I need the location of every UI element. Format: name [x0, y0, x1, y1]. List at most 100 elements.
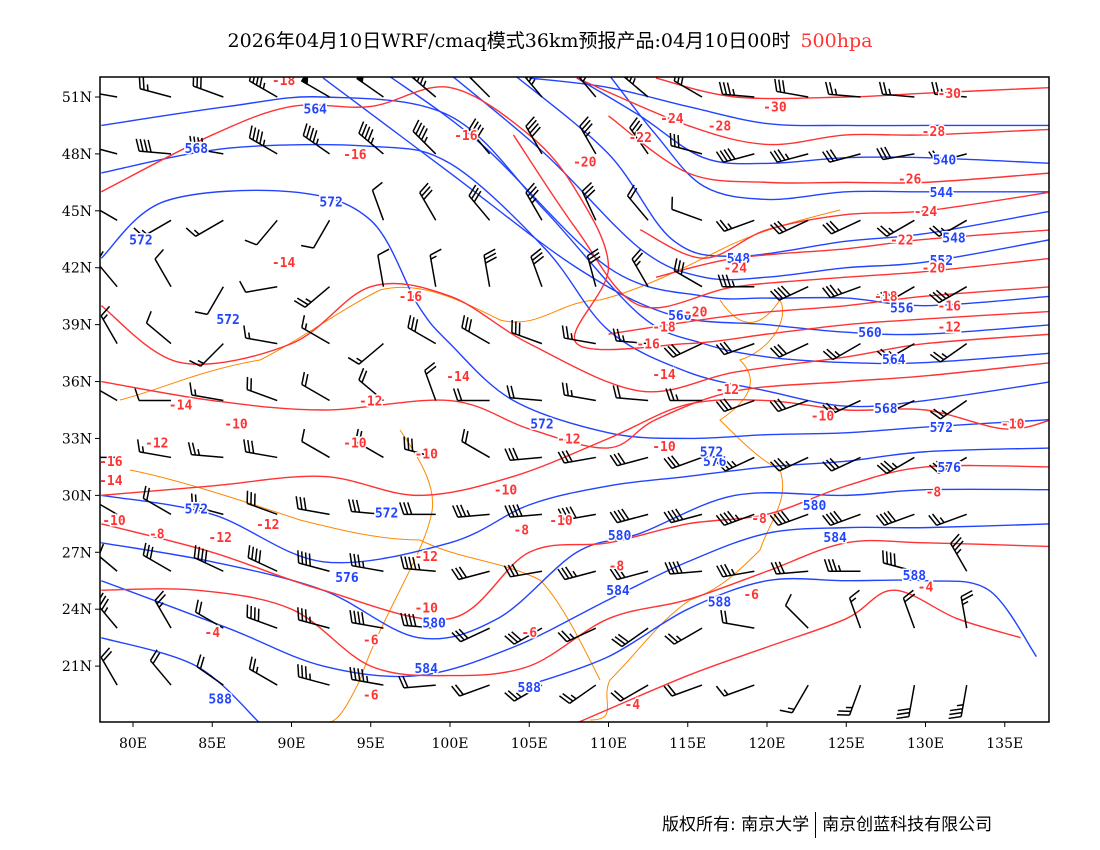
- wind-barb: [189, 382, 224, 402]
- height-label: 580: [803, 499, 827, 514]
- wind-barb: [769, 398, 809, 413]
- wind-barb: [774, 78, 809, 98]
- height-label: 572: [375, 506, 398, 521]
- wind-barb: [190, 493, 224, 516]
- lat-tick-label: 30N: [62, 488, 92, 504]
- wind-barb: [246, 490, 278, 516]
- temperature-label: -10: [224, 417, 248, 432]
- wind-barb: [769, 510, 809, 526]
- wind-barb: [960, 589, 974, 629]
- wind-barb: [398, 675, 436, 689]
- wind-barb: [902, 589, 916, 629]
- wind-barb: [929, 456, 968, 475]
- temperature-contour--6: [101, 539, 1049, 677]
- height-label: 588: [903, 569, 927, 584]
- wind-barb: [769, 219, 809, 235]
- wind-barb: [822, 149, 861, 163]
- wind-barb: [715, 398, 755, 413]
- wind-barb: [717, 274, 755, 288]
- temperature-label: -14: [272, 256, 296, 271]
- wind-barb: [950, 533, 968, 572]
- temperature-label: -16: [636, 338, 660, 353]
- wind-barb: [189, 135, 224, 155]
- lat-tick-label: 33N: [62, 431, 92, 447]
- wind-barb: [557, 627, 597, 643]
- temperature-label: -24: [724, 262, 748, 277]
- copyright-footer: 版权所有: 南京大学 南京创蓝科技有限公司: [662, 810, 992, 838]
- wind-barb: [609, 508, 649, 524]
- temperature-label: -4: [204, 626, 220, 641]
- temperature-label: -16: [343, 148, 367, 163]
- pressure-level: 500hpa: [800, 30, 873, 52]
- wind-barb: [931, 81, 967, 98]
- lat-tick-label: 45N: [62, 204, 92, 220]
- height-label: 572: [700, 446, 723, 461]
- temperature-label: -30: [938, 87, 962, 102]
- wind-barb: [511, 320, 543, 345]
- wind-barb: [504, 447, 542, 461]
- wind-barb: [664, 627, 703, 645]
- temperature-contour--26: [608, 115, 1049, 184]
- wind-barb: [468, 118, 491, 155]
- height-contour-564: [101, 96, 1049, 365]
- temperature-label: -10: [343, 436, 367, 451]
- wind-barb: [295, 496, 330, 516]
- wind-barb: [836, 684, 862, 716]
- temperature-contour--24: [639, 191, 1049, 259]
- lat-tick-label: 21N: [62, 659, 92, 675]
- wind-barb: [524, 77, 543, 98]
- height-label: 568: [185, 142, 209, 157]
- wind-barb: [875, 510, 915, 526]
- wind-barb: [561, 325, 596, 345]
- temperature-label: -8: [926, 486, 942, 501]
- wind-barb: [154, 590, 172, 629]
- wind-barb: [154, 249, 172, 288]
- wind-barb: [243, 325, 278, 345]
- wind-barb: [189, 343, 224, 367]
- wind-barb: [928, 150, 967, 163]
- height-contour-568: [101, 143, 1049, 408]
- height-label: 548: [942, 231, 966, 246]
- wind-barb: [876, 342, 915, 361]
- wind-barb: [611, 627, 649, 648]
- wind-barb: [301, 315, 330, 345]
- wind-barb: [187, 442, 224, 459]
- temperature-contour--10: [101, 398, 1049, 497]
- height-label: 572: [129, 233, 152, 248]
- wind-barb: [194, 599, 224, 629]
- temperature-label: -8: [609, 560, 625, 575]
- axis-ticks: 80E 85E 90E 95E 100E 105E 110E 115E 120E 125E 130E…: [62, 90, 1023, 752]
- wind-barb: [822, 219, 861, 235]
- wind-barb: [100, 209, 118, 221]
- title-main: 2026年04月10日WRF/cmaq模式36km预报产品:04月10日00时: [227, 30, 791, 52]
- height-contour-548: [515, 77, 1049, 258]
- temperature-label: -18: [874, 290, 898, 305]
- height-label: 572: [185, 503, 208, 518]
- wind-barb: [881, 550, 915, 572]
- temperature-label: -10: [1001, 417, 1025, 432]
- height-label: 576: [938, 461, 962, 476]
- wind-barb: [100, 503, 118, 515]
- wind-barb: [896, 684, 916, 720]
- temperature-contour--30: [655, 77, 1049, 100]
- temperature-label: -24: [660, 112, 684, 127]
- height-label: 584: [606, 584, 630, 599]
- wind-barb: [610, 684, 649, 702]
- wind-barb: [928, 513, 967, 526]
- wind-barb: [876, 399, 915, 415]
- lat-tick-label: 51N: [62, 90, 92, 106]
- wind-barb: [349, 609, 384, 629]
- wind-barb: [525, 116, 543, 155]
- temperature-label: -8: [513, 524, 529, 539]
- wind-barb: [135, 138, 172, 155]
- wind-barb: [612, 385, 649, 402]
- wind-barb: [244, 219, 278, 246]
- height-contour-584: [101, 523, 1049, 678]
- wind-barb: [561, 382, 596, 402]
- wind-barb: [557, 450, 596, 464]
- wind-barb: [100, 93, 118, 98]
- wind-barb: [461, 315, 491, 345]
- height-label: 588: [208, 692, 232, 707]
- wind-barb: [349, 666, 384, 686]
